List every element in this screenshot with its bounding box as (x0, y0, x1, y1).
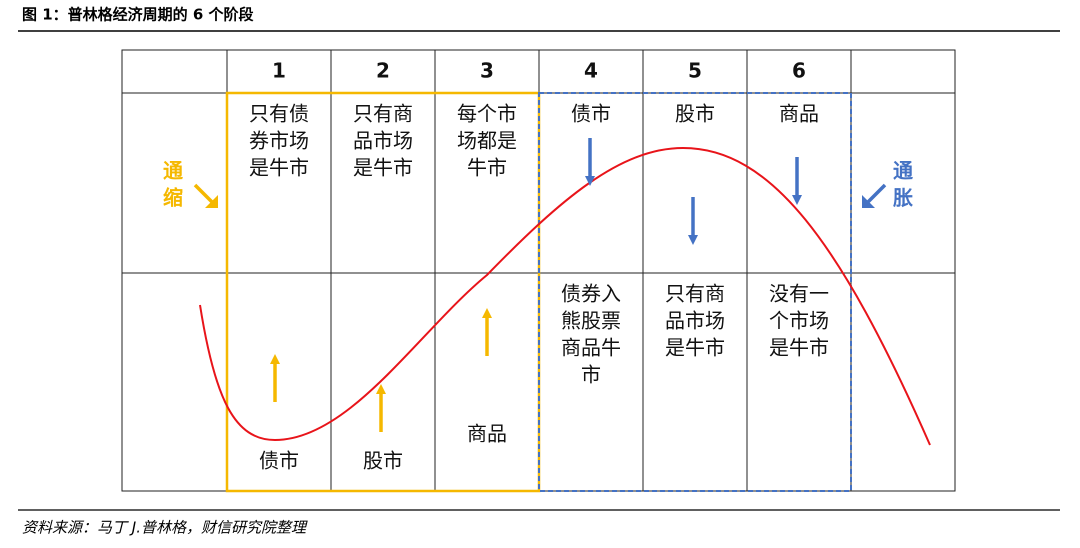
lower-cell-line: 是牛市 (769, 336, 829, 360)
up-arrows (193, 183, 492, 432)
upper-cell-line: 场都是 (457, 129, 517, 153)
upper-cell-line: 股市 (675, 102, 715, 126)
figure-title: 图 1：普林格经济周期的 6 个阶段 (22, 6, 254, 24)
upper-cell-line: 只有债 (249, 102, 309, 126)
column-header: 4 (584, 59, 598, 83)
deflation-label: 缩 (163, 186, 183, 210)
upper-cell-line: 债市 (571, 102, 611, 126)
inflation-label: 通 (893, 159, 913, 183)
lower-cell-line: 只有商 (665, 282, 725, 306)
lower-cell-line: 商品牛 (561, 336, 621, 360)
lower-cell-line: 没有一 (769, 282, 829, 306)
lower-cell-line: 股市 (363, 449, 403, 473)
inflation-box (538, 92, 852, 492)
lower-cell-line: 熊股票 (561, 309, 621, 333)
column-header: 1 (272, 59, 286, 83)
source-note: 资料来源：马丁 J.普林格，财信研究院整理 (22, 519, 308, 537)
upper-cell-line: 每个市 (457, 102, 517, 126)
cycle-curve (199, 146, 931, 446)
upper-cell-line: 只有商 (353, 102, 413, 126)
upper-cell-line: 牛市 (467, 156, 507, 180)
lower-cell-line: 商品 (467, 422, 507, 446)
column-header: 6 (792, 59, 806, 83)
lower-cell-line: 品市场 (665, 309, 725, 333)
lower-cell-line: 债券入 (561, 282, 621, 306)
deflation-label: 通 (163, 159, 183, 183)
upper-cell-line: 是牛市 (353, 156, 413, 180)
lower-cell-line: 债市 (259, 449, 299, 473)
upper-cell-line: 券市场 (249, 129, 309, 153)
upper-cell-line: 品市场 (353, 129, 413, 153)
upper-cell-line: 是牛市 (249, 156, 309, 180)
down-arrows (585, 138, 887, 245)
column-header: 5 (688, 59, 702, 83)
upper-cell-line: 商品 (779, 102, 819, 126)
inflation-label: 胀 (893, 186, 913, 210)
lower-cell-line: 是牛市 (665, 336, 725, 360)
column-header: 2 (376, 59, 390, 83)
lower-cell-line: 市 (581, 363, 601, 387)
column-header: 3 (480, 59, 494, 83)
lower-cell-line: 个市场 (769, 309, 829, 333)
